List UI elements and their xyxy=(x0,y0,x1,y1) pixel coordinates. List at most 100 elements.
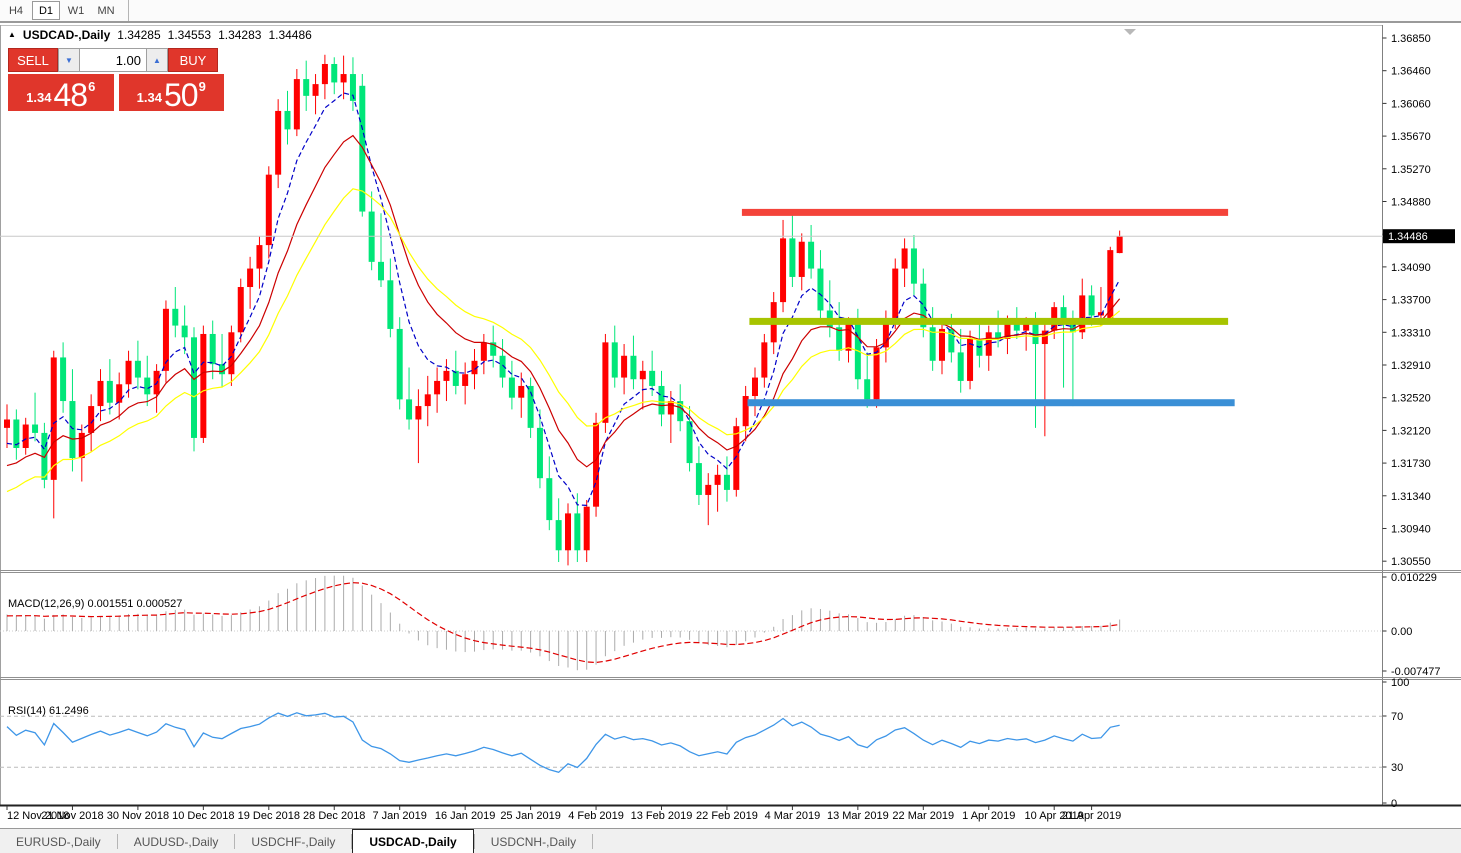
svg-text:100: 100 xyxy=(1391,677,1409,689)
candle-body xyxy=(677,401,684,422)
candle-body xyxy=(200,333,207,438)
candle-body xyxy=(452,370,459,386)
sell-price-box[interactable]: 1.34 48 6 xyxy=(8,74,114,111)
tab-separator xyxy=(473,834,475,849)
candle-body xyxy=(882,318,889,348)
volume-increase-button[interactable]: ▲ xyxy=(146,48,168,72)
ohlc-close: 1.34486 xyxy=(268,28,312,42)
volume-input[interactable] xyxy=(80,48,146,72)
svg-text:13 Feb 2019: 13 Feb 2019 xyxy=(631,810,693,822)
candle-body xyxy=(817,268,824,311)
buy-price-box[interactable]: 1.34 50 9 xyxy=(118,74,224,113)
candle-body xyxy=(32,424,39,433)
buy-price-big: 50 xyxy=(163,77,199,113)
candle-body xyxy=(181,325,188,338)
svg-text:0.00: 0.00 xyxy=(1391,626,1412,638)
candle-body xyxy=(808,241,815,269)
candle-body xyxy=(162,308,169,371)
tab-separator xyxy=(116,834,118,849)
svg-text:1.32120: 1.32120 xyxy=(1391,425,1431,437)
candle-body xyxy=(415,406,422,420)
sell-button[interactable]: SELL xyxy=(8,48,58,72)
candle-body xyxy=(228,332,235,375)
tab-separator xyxy=(234,834,236,849)
ohlc-low: 1.34283 xyxy=(218,28,262,42)
candle-body xyxy=(1032,323,1039,345)
svg-text:1.33700: 1.33700 xyxy=(1391,295,1431,307)
candle-body xyxy=(424,394,431,407)
price-chart-canvas[interactable]: 1.36850 1.36460 1.36060 1.35670 1.35270 1.348… xyxy=(0,22,1461,828)
candle-body xyxy=(340,74,347,83)
svg-text:22 Mar 2019: 22 Mar 2019 xyxy=(892,810,954,822)
ohlc-open: 1.34285 xyxy=(117,28,161,42)
svg-text:4 Mar 2019: 4 Mar 2019 xyxy=(765,810,821,822)
candle-body xyxy=(901,248,908,269)
svg-text:1.35270: 1.35270 xyxy=(1391,164,1431,176)
candle-body xyxy=(1023,323,1030,331)
candle-body xyxy=(434,380,441,395)
candle-body xyxy=(237,287,244,333)
candle-body xyxy=(873,347,880,400)
svg-text:1 Apr 2019: 1 Apr 2019 xyxy=(962,810,1015,822)
timeframe-tab-D1[interactable]: D1 xyxy=(32,1,60,20)
symbol-tab-USDCADDaily[interactable]: USDCAD-,Daily xyxy=(352,829,474,853)
candle-body xyxy=(761,342,768,378)
svg-text:0.010229: 0.010229 xyxy=(1391,572,1437,584)
candle-body xyxy=(303,79,310,96)
timeframe-tabbar: H4 D1 W1 MN xyxy=(0,0,1461,23)
timeframe-tab-MN[interactable]: MN xyxy=(97,4,115,17)
symbol-tab-AUDUSDDaily[interactable]: AUDUSD-,Daily xyxy=(133,834,219,849)
symbol-tab-USDCNHDaily[interactable]: USDCNH-,Daily xyxy=(490,834,577,849)
candle-body xyxy=(948,328,955,353)
symbol-tab-EURUSDDaily[interactable]: EURUSD-,Daily xyxy=(16,834,101,849)
collapse-panel-icon[interactable]: ▲ xyxy=(8,30,16,39)
candle-body xyxy=(1088,295,1095,316)
chart-shift-icon[interactable] xyxy=(1124,29,1136,35)
sell-price-prefix: 1.34 xyxy=(26,90,52,105)
candle-body xyxy=(321,63,328,85)
candle-body xyxy=(60,357,67,402)
candle-body xyxy=(836,327,843,351)
candle-body xyxy=(957,352,964,381)
candle-body xyxy=(920,283,927,328)
candle-body xyxy=(331,63,338,83)
buy-button[interactable]: BUY xyxy=(168,48,218,72)
candle-body xyxy=(499,355,506,378)
candle-body xyxy=(686,421,693,464)
tab-separator xyxy=(351,834,353,849)
svg-text:1.33310: 1.33310 xyxy=(1391,327,1431,339)
macd-label: MACD(12,26,9) 0.001551 0.000527 xyxy=(8,598,183,610)
candle-body xyxy=(723,474,730,490)
svg-text:1.36060: 1.36060 xyxy=(1391,98,1431,110)
candle-body xyxy=(593,422,600,507)
timeframe-tab-H4[interactable]: H4 xyxy=(8,4,24,17)
svg-text:1.31730: 1.31730 xyxy=(1391,458,1431,470)
svg-text:1.34090: 1.34090 xyxy=(1391,262,1431,274)
timeframe-tab-W1[interactable]: W1 xyxy=(67,4,85,17)
price-axis[interactable]: 1.36850 1.36460 1.36060 1.35670 1.35270 1.348… xyxy=(1382,33,1431,568)
candle-body xyxy=(789,238,796,277)
svg-text:21 Nov 2018: 21 Nov 2018 xyxy=(41,810,103,822)
candle-body xyxy=(714,474,721,485)
svg-text:1.35670: 1.35670 xyxy=(1391,131,1431,143)
candle-body xyxy=(705,484,712,495)
candle-body xyxy=(480,342,487,361)
pivot-line[interactable] xyxy=(749,317,1229,325)
candle-body xyxy=(22,424,29,448)
macd-signal-line xyxy=(6,582,1120,664)
support-line[interactable] xyxy=(747,399,1235,407)
buy-price-pip: 9 xyxy=(198,79,206,94)
volume-decrease-button[interactable]: ▼ xyxy=(58,48,80,72)
resistance-line[interactable] xyxy=(741,208,1229,216)
candle-body xyxy=(378,261,384,281)
svg-text:25 Jan 2019: 25 Jan 2019 xyxy=(500,810,561,822)
candle-body xyxy=(1069,320,1076,333)
symbol-tab-USDCHFDaily[interactable]: USDCHF-,Daily xyxy=(251,834,336,849)
svg-text:19 Dec 2018: 19 Dec 2018 xyxy=(238,810,300,822)
candle-body xyxy=(312,84,319,96)
candle-body xyxy=(1079,295,1086,333)
candle-body xyxy=(69,401,76,459)
candle-body xyxy=(406,399,413,420)
